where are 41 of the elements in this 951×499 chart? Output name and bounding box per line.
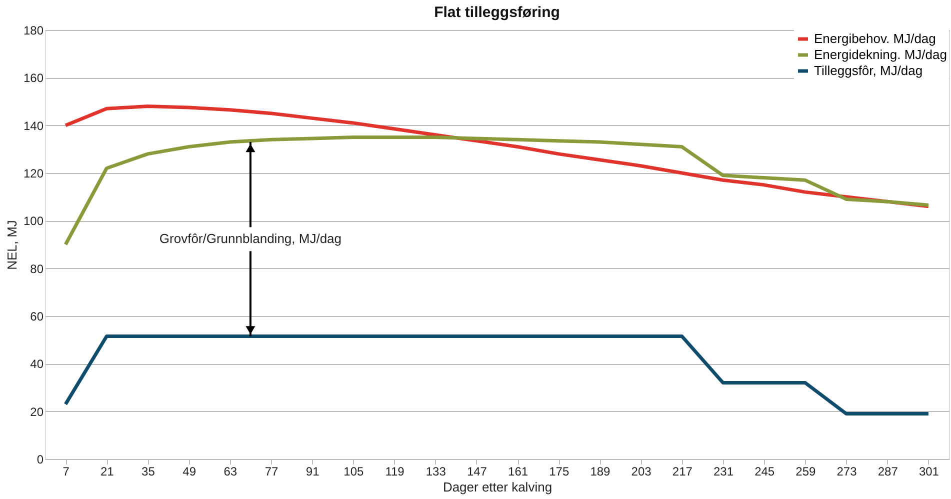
x-tick-label: 7 bbox=[62, 464, 70, 478]
chart-title: Flat tilleggsføring bbox=[434, 4, 560, 21]
x-tick-label: 21 bbox=[100, 464, 114, 478]
x-tick-label: 63 bbox=[224, 464, 238, 478]
x-tick-label: 273 bbox=[836, 464, 858, 478]
x-tick-label: 217 bbox=[672, 464, 693, 478]
legend-label: Energibehov. MJ/dag bbox=[814, 31, 936, 46]
x-tick-label: 105 bbox=[344, 464, 364, 478]
x-tick-label: 147 bbox=[466, 464, 488, 478]
x-tick-label: 77 bbox=[264, 464, 278, 478]
legend-label: Tilleggsfôr, MJ/dag bbox=[814, 63, 923, 78]
x-tick-label: 301 bbox=[918, 464, 940, 478]
y-axis-title: NEL, MJ bbox=[4, 220, 20, 270]
legend-label: Energidekning. MJ/dag bbox=[814, 47, 947, 62]
x-tick-label: 245 bbox=[754, 464, 775, 478]
y-tick-label: 180 bbox=[23, 24, 44, 38]
x-tick-label: 119 bbox=[385, 464, 405, 478]
x-tick-label: 203 bbox=[631, 464, 652, 478]
x-tick-label: 49 bbox=[182, 464, 196, 478]
x-tick-label: 35 bbox=[142, 464, 156, 478]
y-tick-label: 140 bbox=[23, 118, 44, 133]
x-tick-label: 231 bbox=[713, 464, 734, 478]
x-tick-label: 259 bbox=[796, 464, 816, 478]
y-tick-label: 40 bbox=[30, 357, 44, 372]
line-series bbox=[64, 136, 930, 246]
x-tick-label: 133 bbox=[426, 464, 446, 478]
y-tick-label: 160 bbox=[23, 71, 44, 86]
y-tick-label: 0 bbox=[36, 452, 44, 466]
x-tick-label: 189 bbox=[590, 464, 611, 478]
y-tick-label: 80 bbox=[30, 262, 44, 276]
y-tick-label: 100 bbox=[23, 214, 44, 228]
y-tick-label: 60 bbox=[30, 310, 44, 324]
x-tick-label: 175 bbox=[549, 464, 570, 478]
line-series bbox=[64, 334, 930, 416]
x-tick-label: 287 bbox=[878, 464, 898, 478]
x-tick-label: 91 bbox=[306, 464, 320, 478]
y-tick-label: 120 bbox=[23, 166, 44, 180]
x-axis-title: Dager etter kalving bbox=[442, 480, 552, 494]
y-tick-label: 20 bbox=[30, 404, 44, 419]
annotation: Grovfôr/Grunnblanding, MJ/dag bbox=[159, 231, 342, 246]
x-tick-label: 161 bbox=[508, 464, 528, 478]
